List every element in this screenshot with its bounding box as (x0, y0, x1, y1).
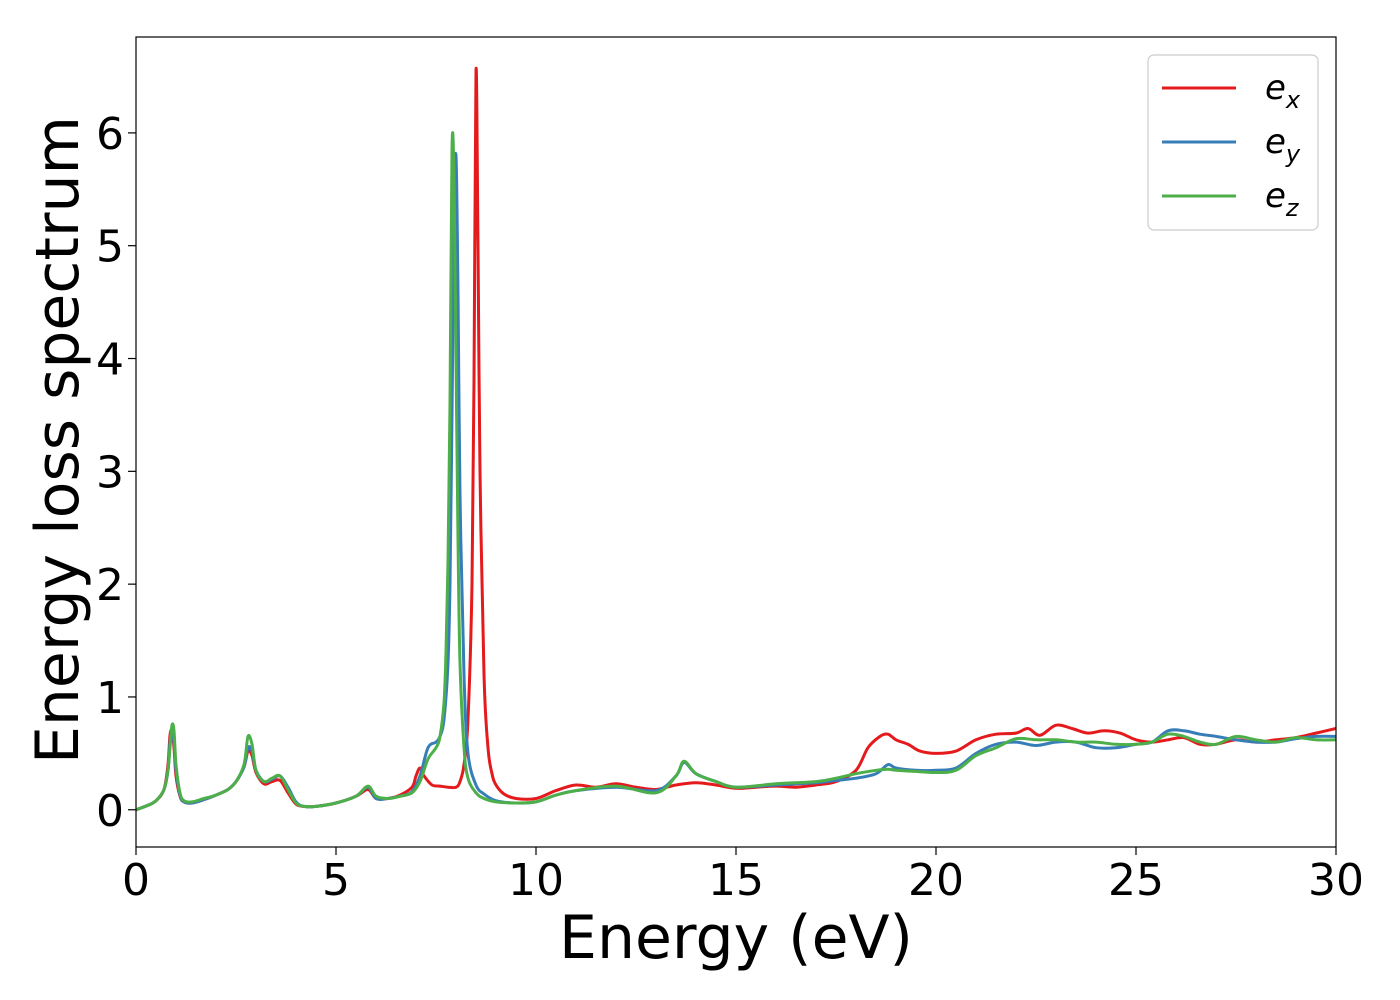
x-tick-label: 25 (1108, 855, 1164, 906)
x-tick-label: 20 (908, 855, 964, 906)
series-line-z (136, 131, 1336, 812)
x-tick-label: 10 (508, 855, 564, 906)
x-axis: 0 5 10 15 20 25 30 (122, 847, 1364, 906)
y-tick-label: 0 (96, 786, 124, 837)
y-tick-label: 5 (96, 222, 124, 273)
x-axis-title: Energy (eV) (559, 903, 913, 973)
y-tick-label: 4 (96, 335, 124, 386)
legend: ex ey ez (1147, 54, 1319, 231)
y-tick-label: 2 (96, 560, 124, 611)
series-line-y (136, 151, 1336, 812)
y-axis: 0 1 2 3 4 5 6 (96, 109, 136, 837)
x-tick-label: 5 (322, 855, 350, 906)
plot-area (136, 66, 1336, 812)
legend-entry-y: ey (1265, 122, 1301, 168)
x-tick-label: 0 (122, 855, 150, 906)
legend-entry-z: ez (1265, 176, 1300, 222)
series-line-x (136, 66, 1336, 812)
x-tick-label: 15 (708, 855, 764, 906)
x-tick-label: 30 (1308, 855, 1364, 906)
y-tick-label: 3 (96, 447, 124, 498)
y-tick-label: 6 (96, 109, 124, 160)
legend-entry-x: ex (1265, 68, 1301, 114)
y-axis-title: Energy loss spectrum (23, 116, 93, 764)
y-tick-label: 1 (96, 673, 124, 724)
